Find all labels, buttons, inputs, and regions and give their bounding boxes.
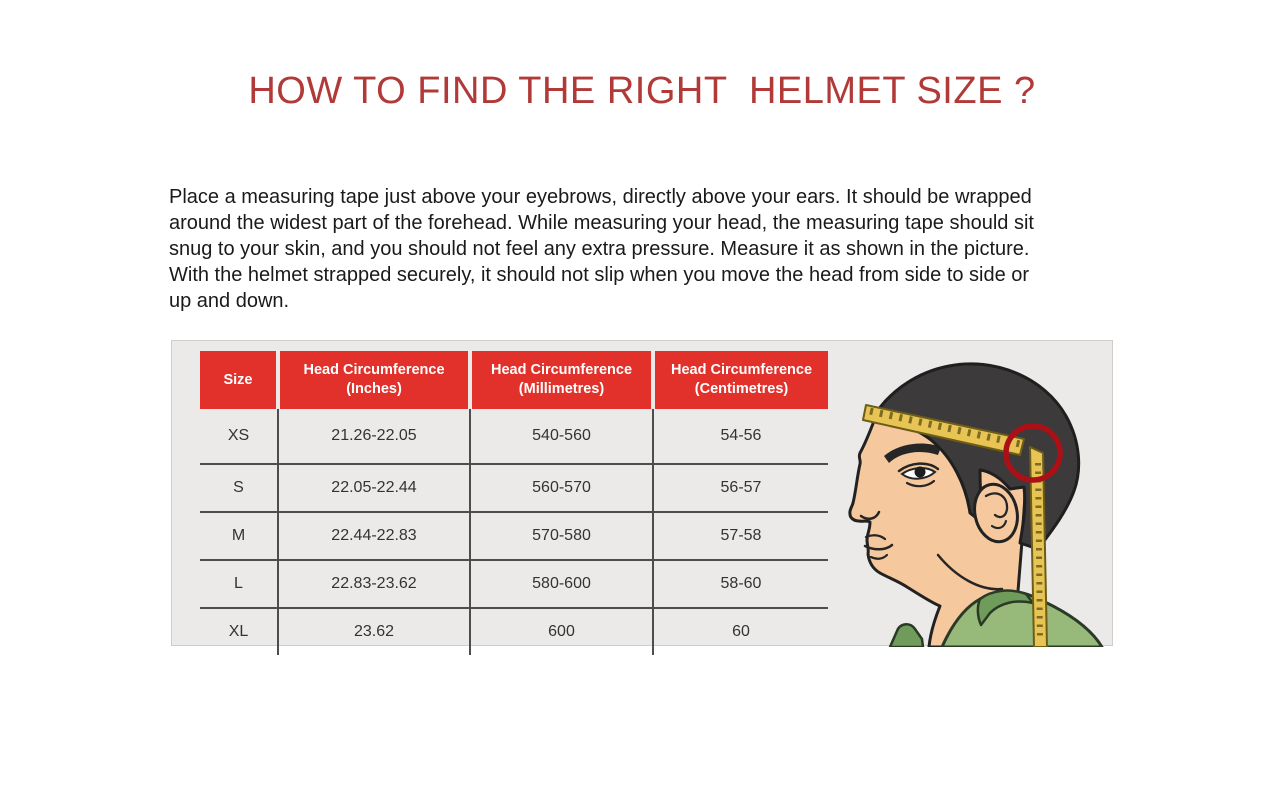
centimetres-cell: 54-56	[720, 427, 762, 444]
measuring-instructions: Place a measuring tape just above your e…	[169, 184, 1149, 314]
inches-cell: 22.44-22.83	[278, 511, 471, 560]
collar-shape	[976, 589, 1035, 627]
instruction-line: With the helmet strapped securely, it sh…	[169, 264, 1030, 286]
inches-cell: 23.62	[278, 607, 471, 655]
lower-lip-line	[869, 553, 889, 560]
measuring-tape-tail	[1029, 446, 1048, 647]
column-header-size: Size	[200, 351, 280, 409]
table-row: L 22.83-23.62 580-600 58-60	[200, 559, 828, 608]
size-cell: L	[200, 559, 279, 608]
size-cell: XL	[200, 607, 279, 655]
millimetres-cell: 600	[470, 607, 654, 655]
size-cell: S	[200, 463, 279, 512]
eyebrow-shape	[884, 443, 941, 463]
centimetres-cell: 60	[653, 607, 828, 655]
table-row: XL 23.62 600 60	[200, 607, 828, 655]
size-cell: M	[200, 511, 279, 560]
instruction-line: up and down.	[169, 290, 290, 312]
pupil-shape	[914, 466, 926, 478]
table-row: S 22.05-22.44 560-570 56-57	[200, 463, 828, 512]
size-chart-panel: Size Head Circumference (Inches) Head Ci…	[171, 340, 1113, 655]
table-row: M 22.44-22.83 570-580 57-58	[200, 511, 828, 560]
mouth-line	[863, 543, 894, 551]
centimetres-cell: 57-58	[653, 511, 828, 560]
ear-shape	[973, 482, 1019, 544]
centimetres-cell: 56-57	[653, 463, 828, 512]
column-header-inches: Head Circumference (Inches)	[278, 351, 472, 409]
inches-cell: 21.26-22.05	[278, 409, 471, 464]
millimetres-cell: 540-560	[470, 409, 654, 464]
jaw-line	[936, 553, 1004, 591]
millimetres-cell: 580-600	[470, 559, 654, 608]
size-cell: XS	[200, 409, 279, 464]
ear-lobe-line	[990, 519, 1008, 530]
instruction-line: snug to your skin, and you should not fe…	[169, 238, 1030, 260]
millimetres-cell: 560-570	[470, 463, 654, 512]
hair-shape	[870, 362, 1081, 551]
inches-cell: 22.05-22.44	[278, 463, 471, 512]
head-measurement-illustration	[848, 362, 1104, 647]
upper-lip-line	[864, 534, 887, 541]
instruction-line: around the widest part of the forehead. …	[169, 212, 1034, 234]
instruction-line: Place a measuring tape just above your e…	[169, 186, 1032, 208]
measuring-tape-band	[862, 404, 1025, 456]
table-row: XS 21.26-22.05 540-560 54-56	[200, 409, 828, 464]
nostril-line	[859, 510, 881, 521]
collar-front-shape	[888, 623, 925, 647]
inches-cell: 22.83-23.62	[278, 559, 471, 608]
under-eye-line	[905, 479, 936, 488]
column-header-millimetres: Head Circumference (Millimetres)	[470, 351, 655, 409]
size-table: Size Head Circumference (Inches) Head Ci…	[200, 351, 828, 655]
column-header-centimetres: Head Circumference (Centimetres)	[653, 351, 828, 409]
millimetres-cell: 570-580	[470, 511, 654, 560]
page-title: HOW TO FIND THE RIGHT HELMET SIZE ?	[248, 70, 1036, 112]
centimetres-cell: 58-60	[653, 559, 828, 608]
eyelid-line	[897, 462, 940, 473]
overlap-red-circle	[1003, 423, 1063, 483]
ear-inner-line	[984, 492, 1009, 519]
table-header-row: Size Head Circumference (Inches) Head Ci…	[200, 351, 828, 409]
